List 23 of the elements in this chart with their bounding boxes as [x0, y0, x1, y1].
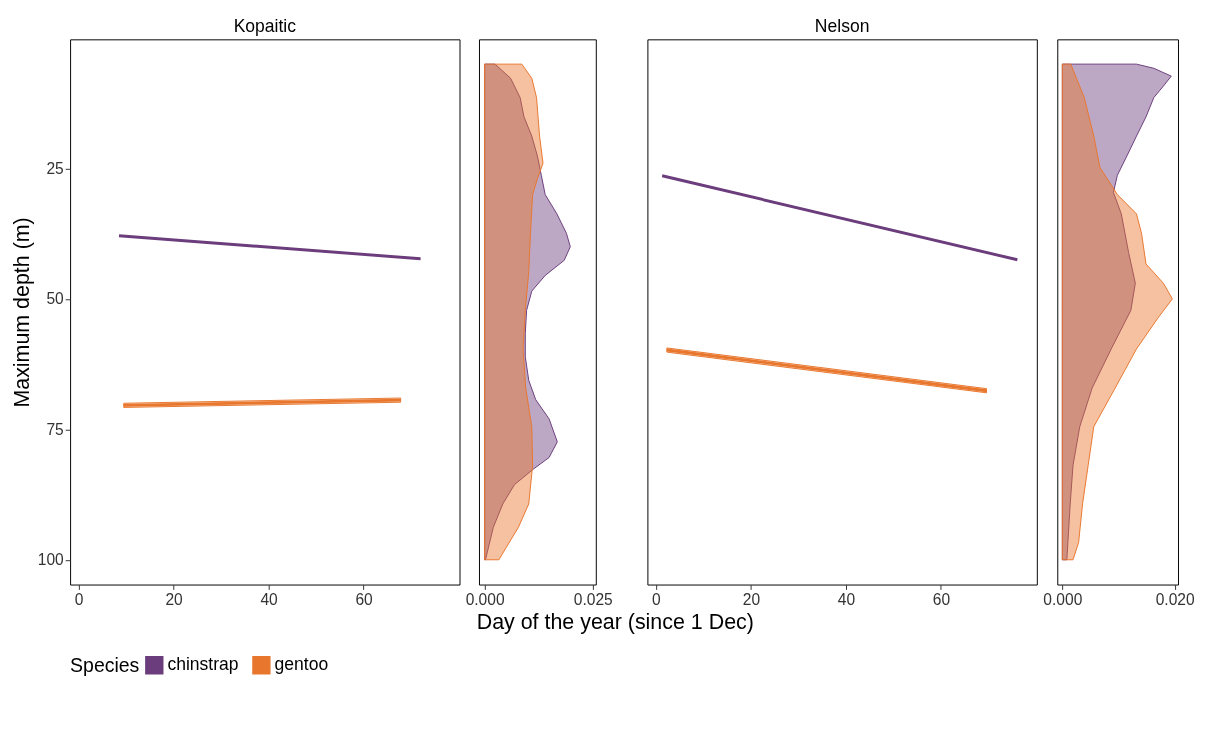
chart-title: Nelson: [814, 15, 870, 36]
y-tick-label: 75: [46, 420, 64, 438]
y-axis-title: Maximum depth (m): [10, 217, 35, 408]
legend-label: gentoo: [274, 654, 329, 675]
x-tick-label: 20: [165, 590, 184, 608]
x-tick-label: 60: [932, 590, 951, 608]
y-tick-label: 25: [46, 159, 64, 177]
x-axis-title: Day of the year (since 1 Dec): [476, 610, 754, 635]
x-tick-label: 0.025: [573, 590, 613, 608]
y-tick-label: 50: [46, 290, 65, 308]
y-tick-label: 100: [37, 551, 65, 569]
legend-title: Species: [70, 654, 140, 677]
x-tick-label: 0.000: [465, 590, 505, 608]
x-tick-label: 20: [742, 590, 761, 608]
x-tick-label: 0: [74, 590, 84, 608]
x-tick-label: 0.020: [1155, 590, 1195, 608]
x-tick-label: 60: [355, 590, 374, 608]
x-tick-label: 40: [260, 590, 279, 608]
x-tick-label: 0: [652, 590, 662, 608]
x-tick-label: 0.000: [1043, 590, 1083, 608]
x-tick-label: 40: [837, 590, 856, 608]
chart-title: Kopaitic: [233, 15, 297, 36]
legend-label: chinstrap: [167, 654, 239, 675]
